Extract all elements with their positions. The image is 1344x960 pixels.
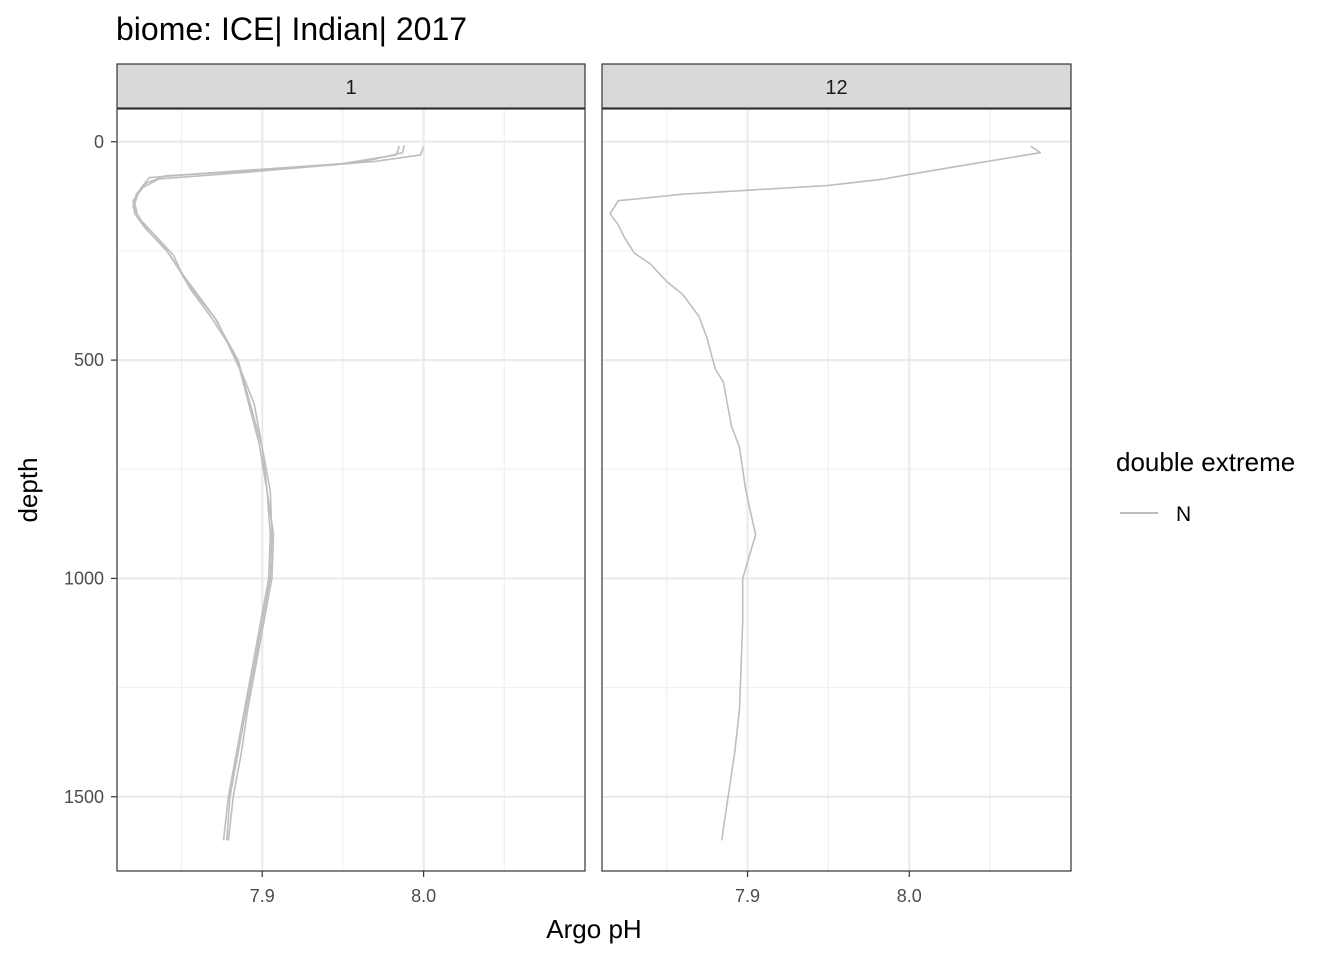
panel-border	[116, 108, 586, 872]
series-line	[609, 145, 1042, 841]
x-tick-label: 7.9	[250, 886, 275, 906]
series-line	[132, 145, 406, 841]
facet-strip-label: 1	[345, 77, 356, 99]
y-tick-label: 1500	[64, 787, 104, 807]
panel-1: 1 7.9 8.0 0 500 1000 1500	[64, 63, 586, 906]
panel-background	[602, 109, 1071, 871]
facet-panels: 1 7.9 8.0 0 500 1000 1500 12 7.9 8.0	[64, 63, 1072, 906]
x-tick-label: 8.0	[411, 886, 436, 906]
panel-background	[117, 109, 585, 871]
series-line	[134, 146, 425, 841]
legend-title: double extreme	[1116, 447, 1295, 477]
x-axis-title: Argo pH	[546, 914, 641, 944]
legend: double extreme N	[1116, 447, 1295, 526]
y-tick-label: 0	[94, 132, 104, 152]
x-tick-label: 7.9	[735, 886, 760, 906]
facet-strip-label: 12	[825, 77, 847, 99]
panel-border	[601, 108, 1072, 872]
x-tick-label: 8.0	[897, 886, 922, 906]
facet-strip	[116, 63, 586, 109]
panel-12: 12 7.9 8.0	[601, 63, 1072, 906]
legend-label-n: N	[1176, 503, 1191, 526]
y-axis-title: depth	[13, 457, 43, 522]
y-tick-label: 500	[74, 350, 104, 370]
chart-title: biome: ICE| Indian| 2017	[116, 11, 467, 47]
facet-strip	[601, 63, 1072, 109]
y-tick-label: 1000	[64, 568, 104, 588]
